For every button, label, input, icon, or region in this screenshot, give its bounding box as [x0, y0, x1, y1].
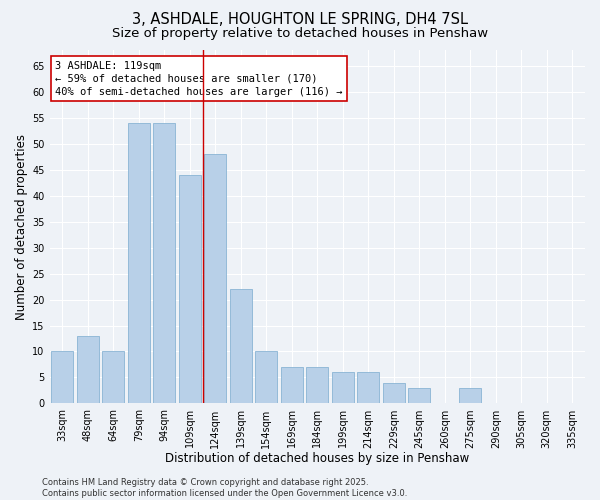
X-axis label: Distribution of detached houses by size in Penshaw: Distribution of detached houses by size … [165, 452, 469, 465]
Bar [256, 352, 277, 404]
Text: Size of property relative to detached houses in Penshaw: Size of property relative to detached ho… [112, 28, 488, 40]
Text: Contains HM Land Registry data © Crown copyright and database right 2025.
Contai: Contains HM Land Registry data © Crown c… [42, 478, 407, 498]
Bar [230, 289, 251, 404]
Bar [205, 154, 226, 404]
Bar [52, 352, 73, 404]
Bar [332, 372, 353, 404]
Bar [358, 372, 379, 404]
Y-axis label: Number of detached properties: Number of detached properties [15, 134, 28, 320]
Bar [179, 175, 200, 404]
Bar [128, 123, 149, 404]
Text: 3 ASHDALE: 119sqm
← 59% of detached houses are smaller (170)
40% of semi-detache: 3 ASHDALE: 119sqm ← 59% of detached hous… [55, 60, 343, 97]
Text: 3, ASHDALE, HOUGHTON LE SPRING, DH4 7SL: 3, ASHDALE, HOUGHTON LE SPRING, DH4 7SL [132, 12, 468, 28]
Bar [383, 382, 404, 404]
Bar [154, 123, 175, 404]
Bar [409, 388, 430, 404]
Bar [281, 367, 302, 404]
Bar [77, 336, 98, 404]
Bar [307, 367, 328, 404]
Bar [460, 388, 481, 404]
Bar [103, 352, 124, 404]
